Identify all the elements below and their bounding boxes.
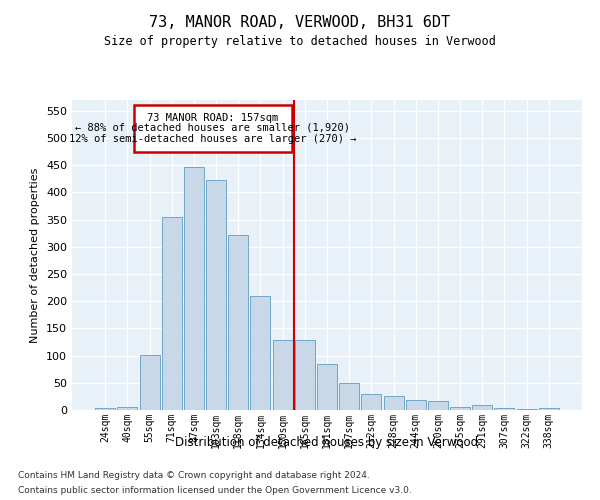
Bar	[206, 180, 226, 410]
Text: Contains HM Land Registry data © Crown copyright and database right 2024.: Contains HM Land Registry data © Crown c…	[18, 471, 370, 480]
Bar	[539, 408, 559, 410]
Text: Distribution of detached houses by size in Verwood: Distribution of detached houses by size …	[175, 436, 479, 449]
Text: 73, MANOR ROAD, VERWOOD, BH31 6DT: 73, MANOR ROAD, VERWOOD, BH31 6DT	[149, 15, 451, 30]
Bar	[517, 409, 536, 410]
Bar	[339, 383, 359, 410]
Bar	[162, 218, 182, 410]
Y-axis label: Number of detached properties: Number of detached properties	[31, 168, 40, 342]
Bar	[494, 408, 514, 410]
Bar	[184, 167, 204, 410]
Bar	[472, 404, 492, 410]
Text: Size of property relative to detached houses in Verwood: Size of property relative to detached ho…	[104, 35, 496, 48]
Bar	[361, 394, 382, 410]
Bar	[295, 340, 315, 410]
Text: Contains public sector information licensed under the Open Government Licence v3: Contains public sector information licen…	[18, 486, 412, 495]
Bar	[118, 406, 137, 410]
Bar	[140, 355, 160, 410]
Bar	[272, 340, 293, 410]
Bar	[428, 402, 448, 410]
Bar	[95, 408, 115, 410]
Text: 12% of semi-detached houses are larger (270) →: 12% of semi-detached houses are larger (…	[69, 134, 356, 144]
Bar	[317, 364, 337, 410]
Text: 73 MANOR ROAD: 157sqm: 73 MANOR ROAD: 157sqm	[147, 113, 278, 123]
Bar	[406, 400, 426, 410]
Text: ← 88% of detached houses are smaller (1,920): ← 88% of detached houses are smaller (1,…	[75, 122, 350, 132]
Bar	[250, 296, 271, 410]
Bar	[383, 396, 404, 410]
Bar	[450, 406, 470, 410]
FancyBboxPatch shape	[134, 106, 292, 152]
Bar	[228, 235, 248, 410]
